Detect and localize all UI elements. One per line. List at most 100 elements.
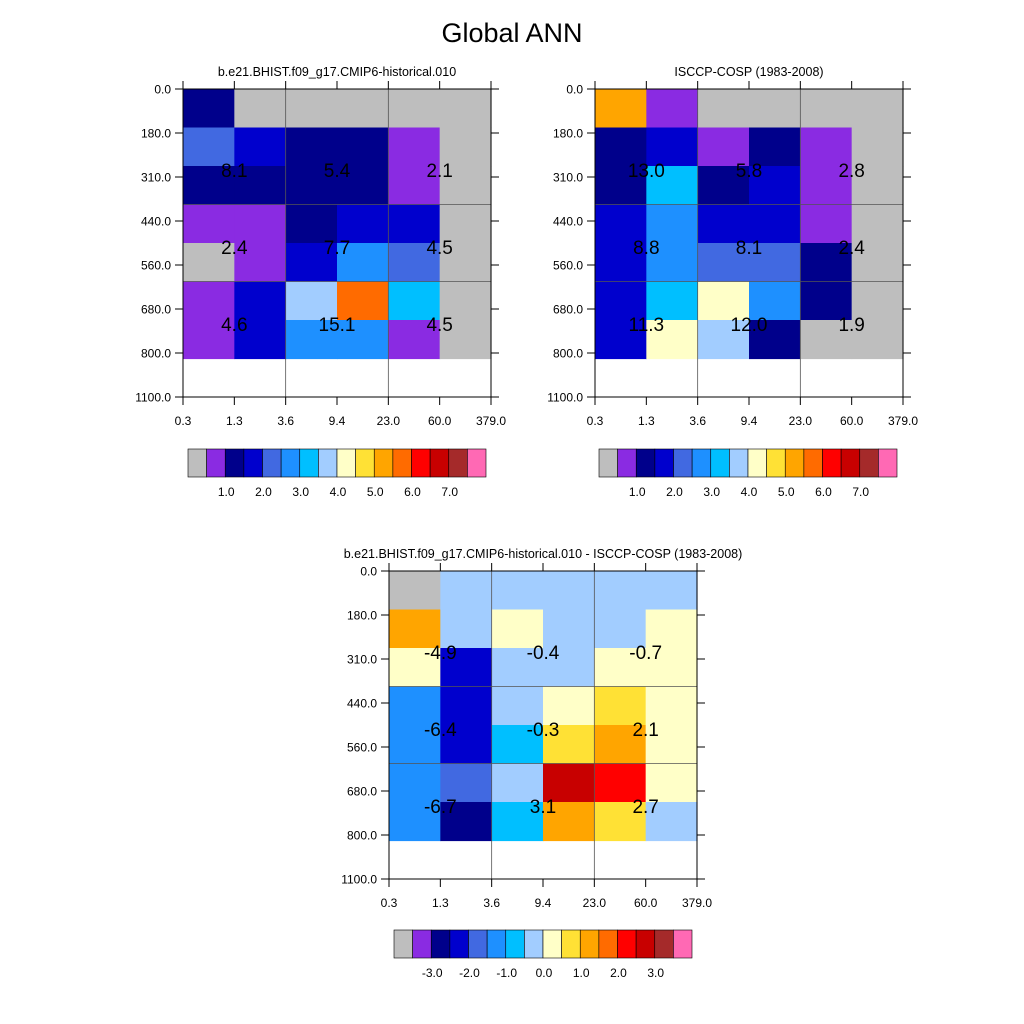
y-tick-label: 800.0 [553,347,583,361]
colorbar-box [822,448,842,478]
heatmap-cell [388,89,441,129]
x-tick-label: 3.6 [483,896,500,910]
y-tick-label: 310.0 [141,171,171,185]
colorbar-box [448,448,468,478]
heatmap-cell [389,725,441,765]
heatmap-cell [337,89,389,129]
heatmap-cell [234,204,287,244]
heatmap-cell [439,166,492,206]
x-tick-label: 1.3 [638,414,655,428]
colorbar-label: -1.0 [496,966,517,980]
colorbar-label: -2.0 [459,966,480,980]
y-tick-label: 180.0 [347,609,377,623]
heatmap-cell [646,127,699,167]
colorbar-box [673,448,693,478]
heatmap-cell [389,609,441,649]
heatmap-cell [491,648,544,688]
heatmap-cell [491,609,544,649]
heatmap-cell [389,571,441,611]
colorbar-box [393,929,413,959]
x-tick-label: 0.3 [175,414,192,428]
cell-value-label: 7.7 [324,238,350,259]
cell-value-label: 1.9 [838,315,864,336]
cell-value-label: 4.5 [426,238,452,259]
heatmap-cell [491,571,544,611]
heatmap-cell [491,763,544,803]
heatmap-cell [697,320,750,360]
heatmap-panel-1: b.e21.BHIST.f09_g17.CMIP6-historical.010… [135,65,506,499]
x-tick-label: 9.4 [329,414,346,428]
heatmap-cell [389,763,441,803]
heatmap-cell [183,204,235,244]
heatmap-cell [594,763,647,803]
y-tick-label: 440.0 [553,215,583,229]
heatmap-cell [697,281,750,321]
heatmap-cell [851,243,904,283]
colorbar-box [486,929,507,959]
colorbar-label: -3.0 [422,966,443,980]
heatmap-cell [851,320,904,360]
heatmap-cell [595,166,647,206]
heatmap-cell [388,166,441,206]
x-tick-label: 23.0 [583,896,607,910]
heatmap-cell [389,648,441,688]
cell-value-label: 2.4 [838,238,865,259]
heatmap-cell [285,243,338,283]
heatmap-cell [645,571,698,611]
heatmap-cell [646,89,699,129]
y-tick-label: 440.0 [347,697,377,711]
heatmap-cell [337,281,389,321]
heatmap-cell [543,763,595,803]
x-tick-label: 3.6 [277,414,294,428]
cell-value-label: 12.0 [731,315,768,336]
cell-value-label: 8.8 [633,238,659,259]
heatmap-cell [183,320,235,360]
heatmap-cell [697,204,750,244]
cell-value-label: 5.8 [736,161,762,182]
heatmap-cell [645,648,698,688]
cell-value-label: 2.7 [632,797,658,818]
heatmap-cell [491,802,544,842]
colorbar-box [243,448,263,478]
cell-value-label: -0.3 [527,720,560,741]
x-tick-label: 60.0 [840,414,864,428]
colorbar-box [561,929,581,959]
heatmap-cell [234,281,287,321]
heatmap-cell [234,166,287,206]
y-tick-label: 560.0 [141,259,171,273]
y-tick-label: 800.0 [347,829,377,843]
y-tick-label: 1100.0 [135,391,171,405]
colorbar-box [412,929,432,959]
heatmap-cell [594,686,647,726]
heatmap-cell [645,609,698,649]
heatmap-cell [285,127,338,167]
heatmap-cell [439,243,492,283]
y-tick-label: 800.0 [141,347,171,361]
x-tick-label: 379.0 [476,414,506,428]
heatmap-cell [440,725,493,765]
colorbar-box [187,448,207,478]
colorbar-label: 1.0 [629,485,646,499]
heatmap-cell [285,204,338,244]
heatmap-cell [440,763,493,803]
cell-value-label: 2.1 [426,161,452,182]
colorbar-box [280,448,301,478]
heatmap-cell [389,802,441,842]
heatmap-cell [749,89,801,129]
heatmap-cell [645,802,698,842]
x-tick-label: 9.4 [741,414,758,428]
heatmap-cell [595,243,647,283]
x-tick-label: 0.3 [587,414,604,428]
heatmap-cell [285,320,338,360]
colorbar-box [467,448,487,478]
x-tick-label: 0.3 [381,896,398,910]
colorbar: -3.0 -2.0 -1.0 0.0 1.0 2.0 3.0 [393,929,693,980]
heatmap-cell [594,802,647,842]
cell-value-label: 8.1 [221,161,247,182]
colorbar-box [355,448,375,478]
heatmap-cell [595,281,647,321]
heatmap-cell [595,89,647,129]
x-tick-label: 1.3 [432,896,449,910]
heatmap-cell [645,686,698,726]
